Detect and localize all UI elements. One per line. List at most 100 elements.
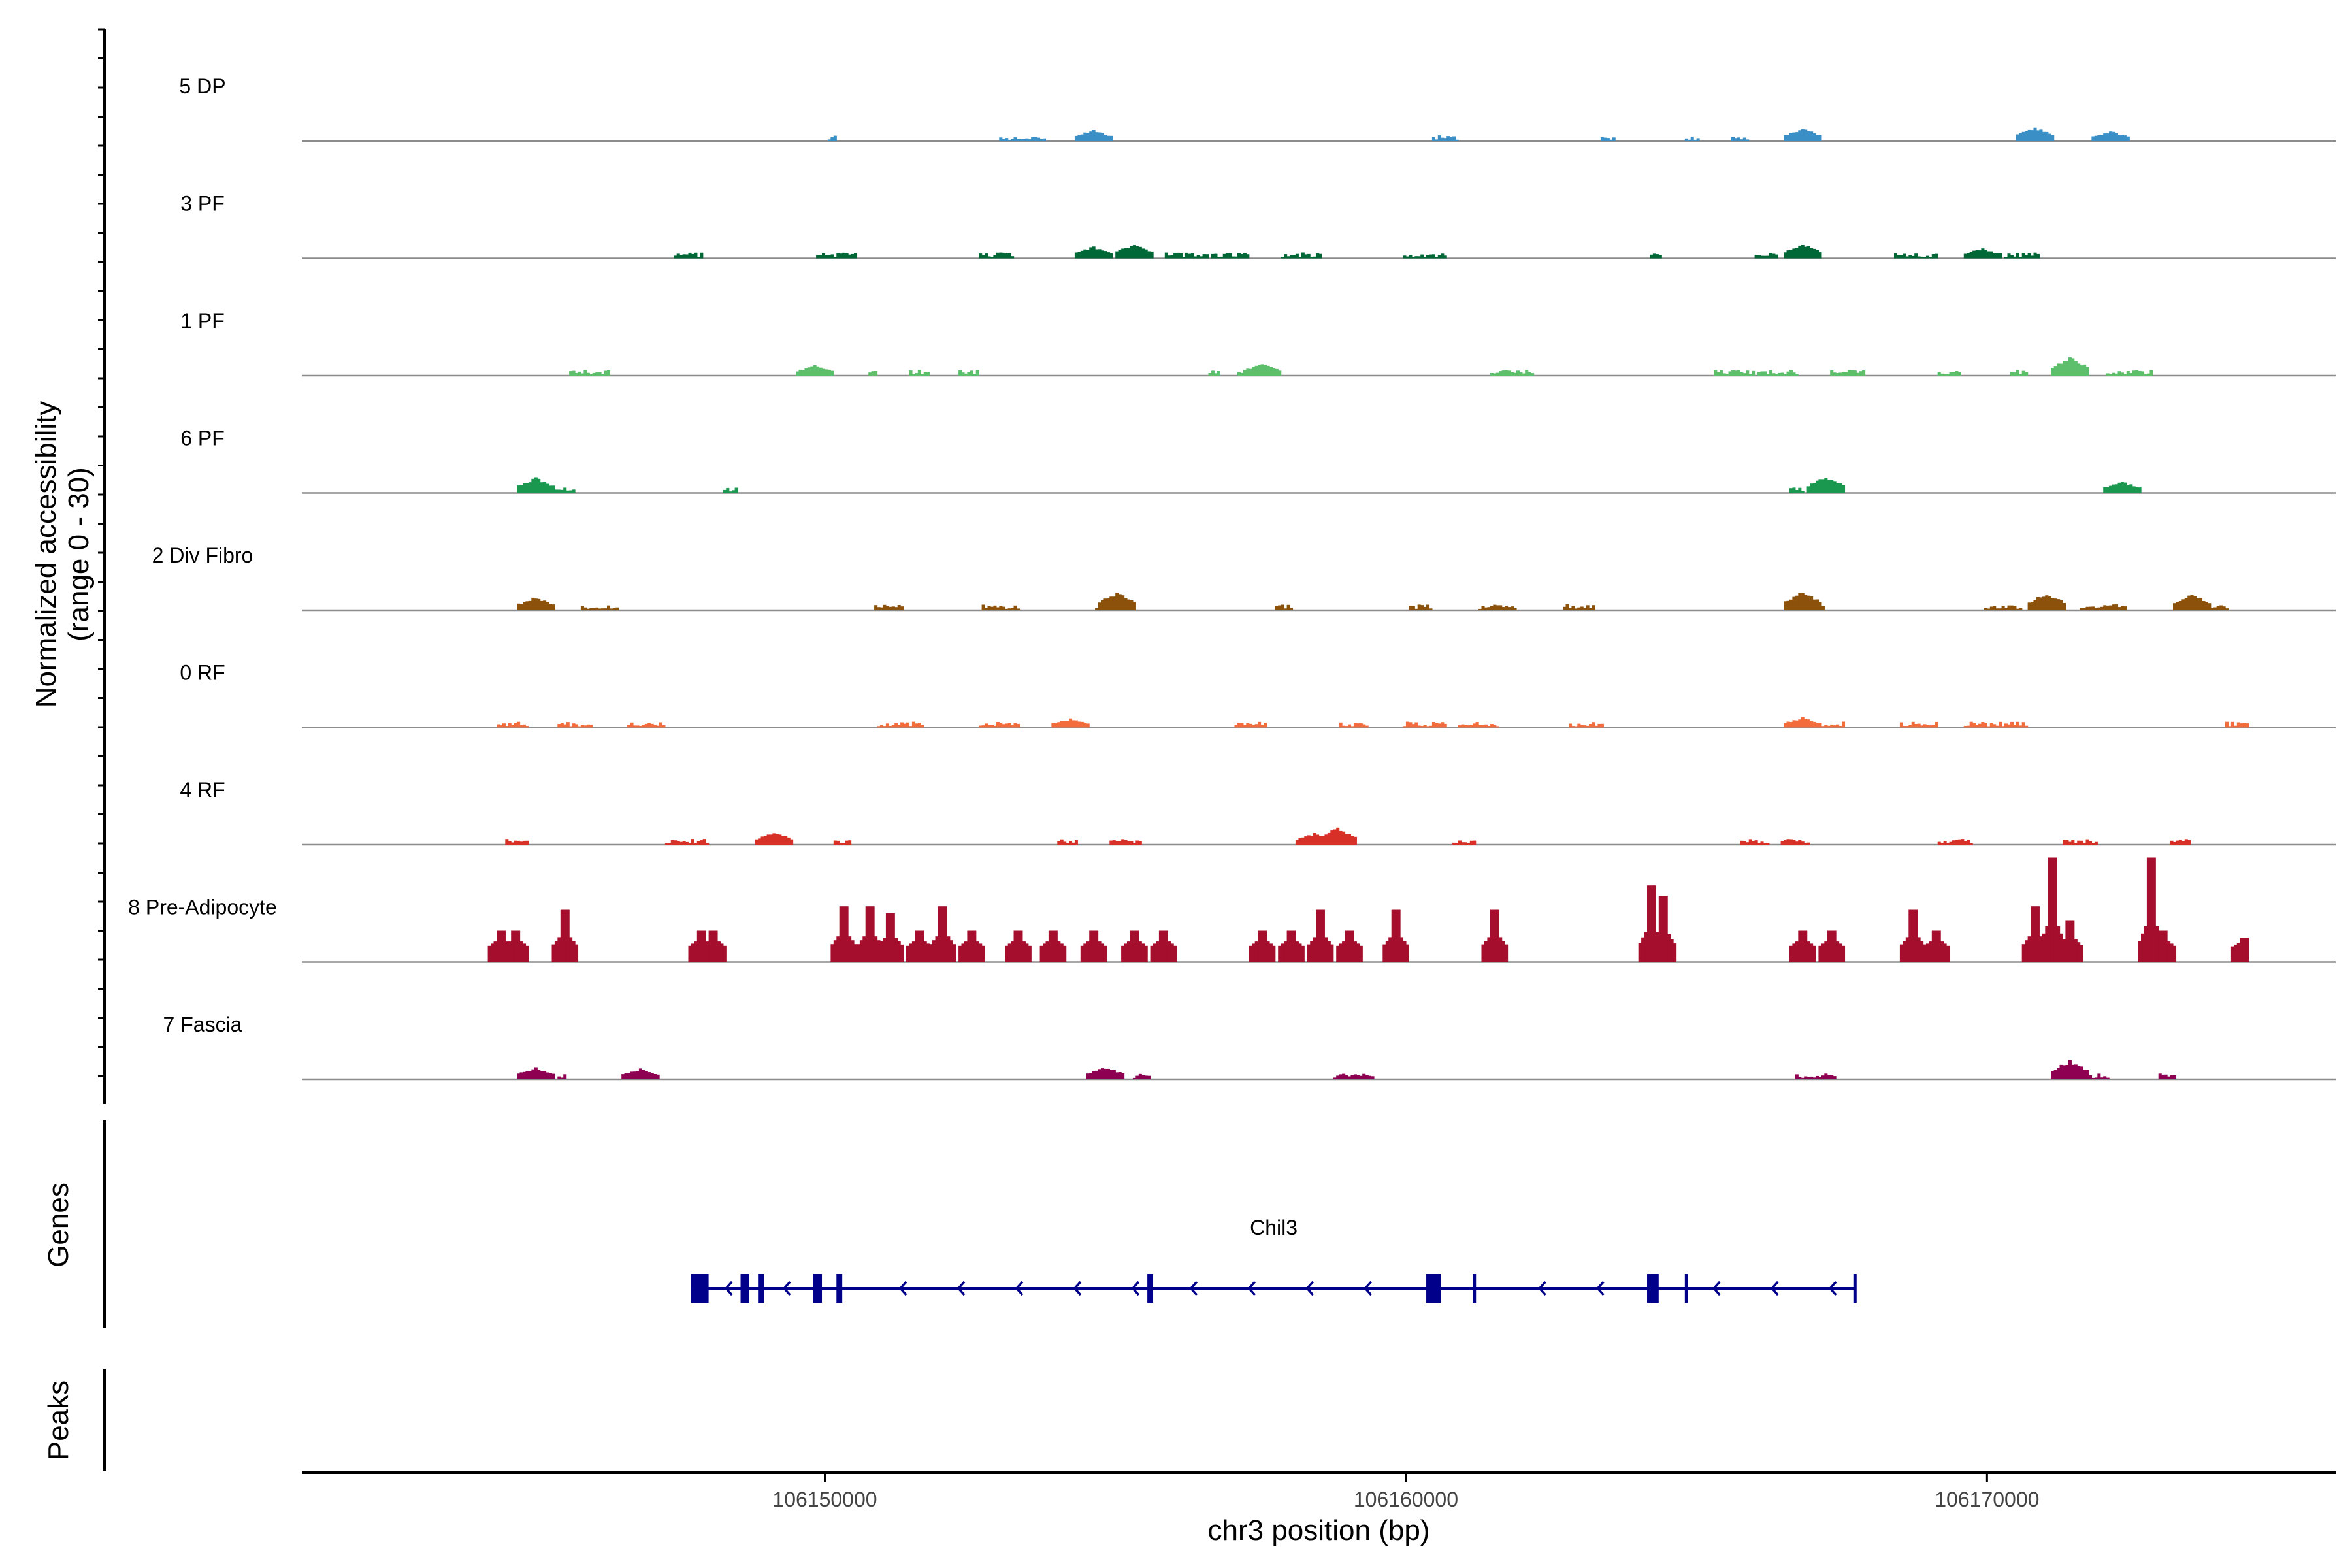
coverage-bar [1429,725,1433,728]
coverage-bar [1784,135,1788,141]
coverage-bar [1249,368,1252,376]
coverage-bar [985,723,988,728]
coverage-bar [999,252,1003,259]
coverage-bar [1984,723,1987,728]
coverage-bar [923,372,927,376]
coverage-bar [700,252,704,259]
coverage-bar [1989,251,1993,259]
coverage-bar [1652,253,1656,259]
coverage-bar [1984,608,1987,610]
coverage-bar [1499,937,1503,962]
coverage-bar [2094,135,2098,141]
coverage-bar [696,841,700,845]
coverage-bar [1074,720,1078,728]
coverage-bar [1786,135,1790,141]
coverage-bar [1804,1076,1808,1079]
coverage-bar [586,724,590,728]
coverage-bar [1208,373,1212,376]
coverage-bar [941,906,945,962]
coverage-bar [523,943,527,962]
coverage-bar [2106,373,2110,376]
coverage-bar [1243,253,1247,259]
track-label: 2 Div Fibro [152,544,253,567]
coverage-bar [1086,1073,1090,1079]
coverage-bar [734,487,738,493]
coverage-bar [825,255,828,259]
coverage-bar [1469,725,1473,728]
coverage-bar [2083,1070,2087,1079]
coverage-bar [1295,941,1299,962]
coverage-bar [2025,940,2029,962]
coverage-bar [985,608,988,610]
coverage-bar [2242,938,2246,962]
strand-arrow [1189,1281,1198,1296]
coverage-bar [595,372,599,376]
coverage-bar [1899,255,1903,259]
coverage-bar [935,936,939,962]
coverage-bar [1688,139,1691,141]
coverage-bar [1115,593,1119,610]
coverage-bar [2057,599,2061,610]
coverage-bar [1403,255,1407,259]
coverage-bar [1795,595,1799,610]
coverage-bar [1194,256,1198,259]
coverage-bar [1519,372,1523,376]
coverage-bar [2080,608,2083,610]
coverage-bar [1002,606,1005,610]
coverage-bar [525,1071,529,1079]
coverage-bar [2091,136,2095,141]
coverage-bar [2196,598,2200,610]
coverage-bar [1816,250,1820,259]
coverage-bar [2036,253,2040,259]
coverage-bar [1806,131,1810,141]
coverage-bar [993,725,997,728]
coverage-bar [1821,943,1825,962]
coverage-bar [2019,725,2023,728]
coverage-bar [755,839,759,845]
coverage-bar [2123,135,2127,141]
coverage-bar [1952,840,1956,845]
coverage-bar [2138,370,2142,376]
coverage-bar [2230,721,2234,728]
coverage-bar [1481,606,1485,610]
coverage-bar [1801,129,1805,141]
coverage-bar [2091,606,2095,610]
strand-arrow [1770,1281,1779,1296]
coverage-bar [2080,365,2083,376]
coverage-bar [1798,130,1802,141]
coverage-bar [2097,1073,2101,1079]
coverage-bar [563,487,567,493]
coverage-bar [1101,1068,1105,1079]
coverage-bar [1789,945,1793,962]
coverage-bar [653,725,657,728]
coverage-bar [1318,836,1322,845]
coverage-bar [1774,374,1778,376]
gene-exon [836,1274,843,1303]
gene-exon [691,1274,709,1303]
coverage-bar [1109,840,1113,845]
coverage-bar [2161,930,2165,962]
coverage-bar [1028,139,1032,141]
coverage-bar [1929,725,1933,728]
coverage-bar [894,607,898,610]
coverage-bar [1051,723,1055,728]
coverage-bar [758,838,762,845]
coverage-bar [999,606,1003,610]
coverage-bar [1269,367,1273,376]
coverage-bar [1196,255,1200,259]
coverage-bar [1995,253,1999,259]
coverage-bar [883,938,887,962]
genes-panel-label: Genes [42,1183,74,1267]
coverage-bar [975,370,979,376]
coverage-bar [1911,255,1915,259]
coverage-bar [1420,605,1424,610]
coverage-bar [1095,608,1099,610]
coverage-bar [2083,364,2087,376]
coverage-bar [1031,137,1035,141]
coverage-bar [1804,843,1808,845]
coverage-bar [1098,249,1102,259]
coverage-bar [1437,723,1441,728]
coverage-bar [2045,595,2049,610]
coverage-bar [1258,930,1262,962]
coverage-bar [1818,135,1822,141]
